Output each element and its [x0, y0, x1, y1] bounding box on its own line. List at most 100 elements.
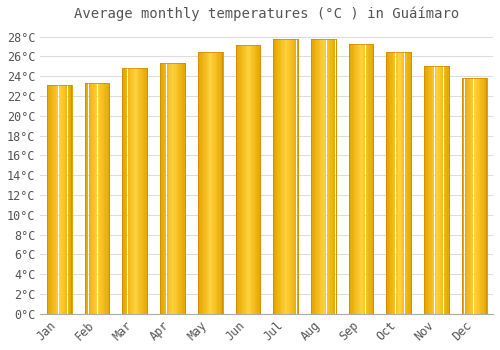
- Bar: [328, 38, 329, 314]
- Bar: [252, 44, 254, 314]
- Bar: [128, 68, 129, 314]
- Bar: [88, 83, 90, 314]
- Bar: [61, 85, 62, 314]
- Bar: [359, 44, 360, 314]
- Bar: [296, 38, 298, 314]
- Bar: [324, 38, 325, 314]
- Bar: [124, 68, 125, 314]
- Bar: [367, 44, 368, 314]
- Bar: [386, 51, 388, 314]
- Bar: [330, 38, 332, 314]
- Bar: [440, 66, 441, 314]
- Bar: [282, 38, 284, 314]
- Bar: [368, 44, 370, 314]
- Bar: [466, 78, 467, 314]
- Bar: [260, 44, 262, 314]
- Bar: [386, 51, 411, 314]
- Bar: [96, 83, 98, 314]
- Bar: [92, 83, 94, 314]
- Bar: [237, 44, 238, 314]
- Bar: [65, 85, 66, 314]
- Bar: [100, 83, 102, 314]
- Bar: [134, 68, 135, 314]
- Bar: [255, 44, 256, 314]
- Bar: [356, 44, 358, 314]
- Bar: [311, 38, 312, 314]
- Bar: [485, 78, 486, 314]
- Bar: [320, 38, 322, 314]
- Bar: [314, 38, 315, 314]
- Bar: [334, 38, 336, 314]
- Bar: [160, 63, 162, 314]
- Bar: [217, 51, 218, 314]
- Bar: [286, 38, 288, 314]
- Bar: [474, 78, 475, 314]
- Bar: [214, 51, 216, 314]
- Bar: [99, 83, 100, 314]
- Bar: [164, 63, 165, 314]
- Bar: [471, 78, 472, 314]
- Bar: [106, 83, 108, 314]
- Bar: [238, 44, 240, 314]
- Bar: [433, 66, 434, 314]
- Bar: [246, 44, 247, 314]
- Bar: [442, 66, 444, 314]
- Bar: [363, 44, 364, 314]
- Bar: [476, 78, 478, 314]
- Bar: [434, 66, 436, 314]
- Bar: [298, 38, 299, 314]
- Bar: [204, 51, 206, 314]
- Bar: [312, 38, 314, 314]
- Bar: [109, 83, 110, 314]
- Bar: [221, 51, 222, 314]
- Bar: [400, 51, 402, 314]
- Bar: [176, 63, 177, 314]
- Bar: [446, 66, 448, 314]
- Bar: [87, 83, 88, 314]
- Bar: [482, 78, 484, 314]
- Bar: [404, 51, 406, 314]
- Bar: [394, 51, 396, 314]
- Bar: [315, 38, 316, 314]
- Bar: [174, 63, 176, 314]
- Bar: [278, 38, 280, 314]
- Bar: [277, 38, 278, 314]
- Bar: [203, 51, 204, 314]
- Bar: [372, 44, 373, 314]
- Bar: [478, 78, 480, 314]
- Bar: [360, 44, 362, 314]
- Bar: [90, 83, 91, 314]
- Bar: [69, 85, 70, 314]
- Bar: [210, 51, 212, 314]
- Bar: [182, 63, 184, 314]
- Bar: [472, 78, 474, 314]
- Bar: [397, 51, 398, 314]
- Bar: [140, 68, 141, 314]
- Bar: [388, 51, 389, 314]
- Bar: [285, 38, 286, 314]
- Bar: [54, 85, 56, 314]
- Bar: [52, 85, 54, 314]
- Bar: [333, 38, 334, 314]
- Bar: [393, 51, 394, 314]
- Bar: [467, 78, 468, 314]
- Bar: [462, 78, 463, 314]
- Bar: [352, 44, 354, 314]
- Bar: [64, 85, 65, 314]
- Bar: [208, 51, 210, 314]
- Bar: [390, 51, 392, 314]
- Bar: [98, 83, 99, 314]
- Bar: [464, 78, 466, 314]
- Bar: [212, 51, 213, 314]
- Bar: [122, 68, 147, 314]
- Bar: [364, 44, 366, 314]
- Bar: [276, 38, 277, 314]
- Bar: [198, 51, 222, 314]
- Bar: [462, 78, 486, 314]
- Bar: [173, 63, 174, 314]
- Bar: [202, 51, 203, 314]
- Bar: [138, 68, 139, 314]
- Bar: [168, 63, 169, 314]
- Bar: [289, 38, 290, 314]
- Bar: [184, 63, 186, 314]
